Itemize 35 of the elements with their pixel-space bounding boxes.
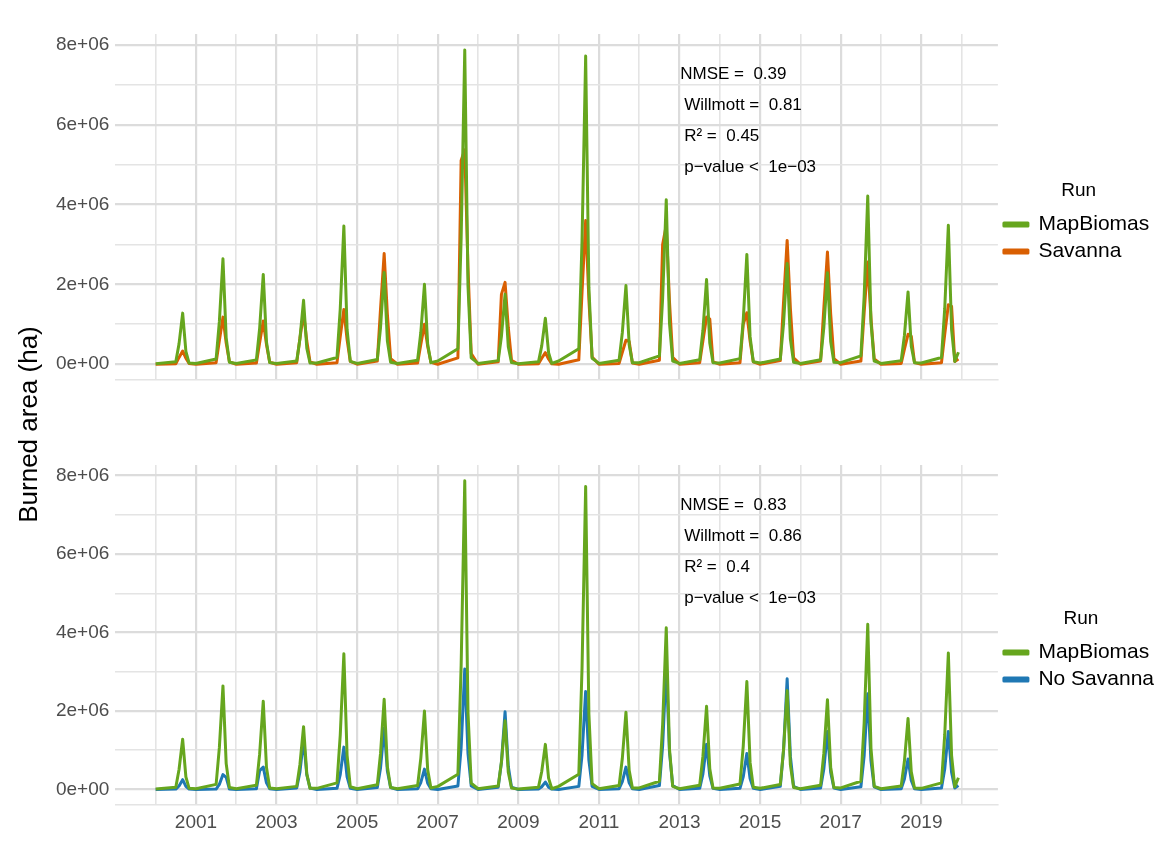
y-tick-label: 6e+06 <box>55 112 110 134</box>
annotation: NMSE = 0.83 <box>680 494 787 514</box>
y-tick-label: 8e+06 <box>55 463 110 485</box>
annotation: NMSE = 0.39 <box>680 63 787 83</box>
x-tick-label: 2007 <box>416 810 459 832</box>
x-tick-label: 2005 <box>336 810 379 832</box>
legend-title: Run <box>1063 606 1099 628</box>
annotation: Willmott = 0.86 <box>684 525 802 545</box>
x-tick-label: 2009 <box>497 810 540 832</box>
annotation: p−value < 1e−03 <box>684 587 817 607</box>
legend-label: MapBiomas <box>1038 211 1150 235</box>
annotation: R² = 0.4 <box>684 556 750 576</box>
x-tick-label: 2001 <box>174 810 218 832</box>
y-tick-label: 0e+00 <box>55 352 110 374</box>
y-tick-label: 4e+06 <box>55 620 110 642</box>
legend-title: Run <box>1061 178 1097 200</box>
x-tick-label: 2017 <box>819 810 862 832</box>
legend-label: MapBiomas <box>1038 639 1150 663</box>
y-tick-label: 8e+06 <box>55 33 110 55</box>
annotation: R² = 0.45 <box>684 125 760 145</box>
annotation: p−value < 1e−03 <box>684 156 817 176</box>
y-tick-label: 2e+06 <box>55 699 110 721</box>
legend-label: Savanna <box>1038 238 1122 262</box>
y-tick-label: 0e+00 <box>55 777 110 799</box>
x-tick-label: 2003 <box>255 810 298 832</box>
annotation: Willmott = 0.81 <box>684 94 802 114</box>
x-tick-label: 2011 <box>578 810 620 832</box>
y-axis-title: Burned area (ha) <box>12 325 44 523</box>
x-tick-label: 2013 <box>658 810 701 832</box>
y-tick-label: 2e+06 <box>55 272 110 294</box>
legend-label: No Savanna <box>1038 666 1155 690</box>
x-tick-label: 2015 <box>739 810 782 832</box>
x-tick-label: 2019 <box>900 810 943 832</box>
y-tick-label: 4e+06 <box>55 192 110 214</box>
y-tick-label: 6e+06 <box>55 542 110 564</box>
